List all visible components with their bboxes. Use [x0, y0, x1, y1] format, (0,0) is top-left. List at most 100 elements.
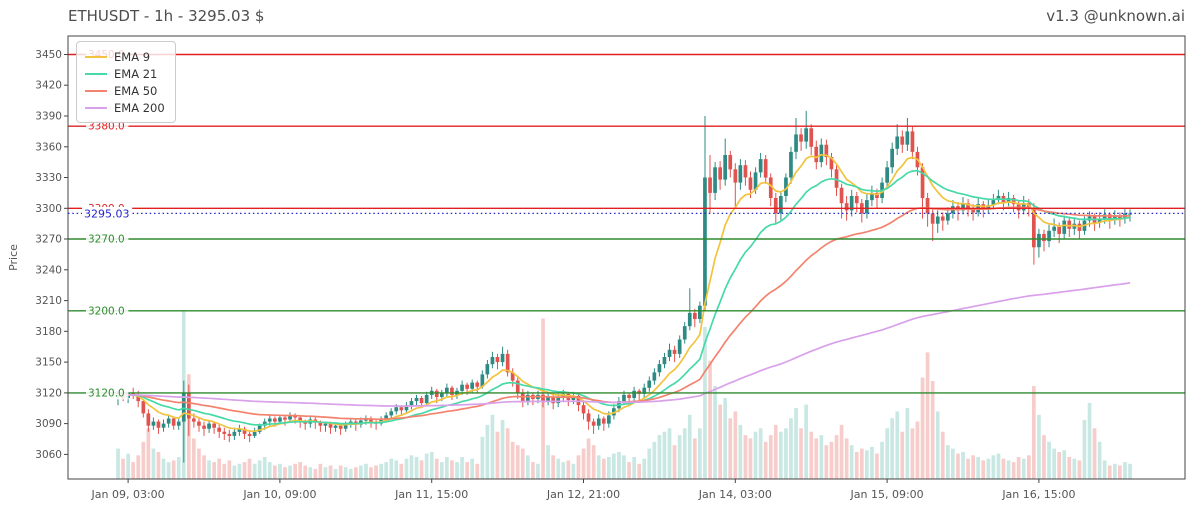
volume-bar — [1052, 448, 1056, 479]
volume-bar — [202, 455, 206, 479]
candle-body — [232, 431, 237, 436]
volume-bar — [773, 424, 778, 479]
volume-bar — [379, 463, 383, 479]
volume-bar — [470, 458, 474, 479]
volume-bar — [672, 445, 677, 479]
volume-bar — [267, 462, 272, 479]
candle-body — [470, 382, 474, 389]
volume-bar — [708, 360, 712, 479]
candle-body — [677, 339, 682, 354]
volume-bar — [612, 453, 616, 479]
volume-bar — [1077, 460, 1082, 479]
candle-body — [526, 394, 530, 402]
candle-body — [758, 159, 763, 173]
candle-body — [768, 177, 773, 198]
support-label-bg — [86, 232, 129, 246]
candle-body — [187, 392, 191, 419]
candle-body — [996, 196, 1001, 201]
candle-body — [273, 418, 277, 422]
candle-body — [672, 349, 677, 354]
candle-body — [227, 433, 232, 436]
candle-body — [561, 393, 566, 398]
candle-body — [723, 155, 727, 180]
candle-body — [986, 205, 991, 210]
legend-label: EMA 9 — [114, 49, 151, 64]
volume-bar — [607, 457, 611, 479]
candle-body — [667, 349, 672, 357]
volume-bar — [1107, 465, 1112, 479]
y-tick-label: 3180 — [35, 326, 62, 338]
volume-bar — [581, 448, 586, 479]
candle-body — [495, 357, 500, 363]
volume-bar — [485, 424, 490, 479]
candle-body — [298, 417, 302, 422]
volume-bar — [1021, 458, 1026, 479]
x-tick-label: Jan 11, 15:00 — [394, 488, 468, 501]
volume-bar — [819, 435, 824, 479]
volume-bar — [429, 452, 434, 479]
volume-bar — [242, 462, 247, 479]
candle-body — [966, 203, 970, 209]
volume-bar — [713, 386, 717, 480]
volume-bar — [571, 463, 576, 479]
candle-body — [323, 423, 328, 426]
volume-bar — [460, 457, 464, 479]
candle-body — [515, 380, 520, 393]
volume-bar — [986, 458, 991, 479]
candle-body — [460, 384, 464, 391]
candle-body — [1097, 218, 1102, 223]
volume-bar — [247, 458, 252, 479]
candle-body — [865, 200, 869, 214]
candle-body — [900, 136, 905, 145]
volume-bar — [313, 468, 318, 479]
volume-bar — [1011, 462, 1016, 479]
candle-body — [445, 387, 449, 393]
volume-bar — [384, 462, 388, 479]
candle-body — [642, 387, 647, 394]
volume-bar — [399, 463, 404, 479]
candle-body — [596, 418, 601, 426]
candle-body — [824, 144, 829, 157]
candle-body — [804, 128, 808, 142]
y-tick-label: 3270 — [35, 234, 62, 246]
candle-body — [834, 169, 839, 188]
y-tick-label: 3210 — [35, 295, 62, 307]
volume-bar — [875, 453, 879, 479]
volume-bar — [566, 460, 571, 479]
x-tick-label: Jan 12, 21:00 — [546, 488, 620, 501]
candle-body — [237, 428, 242, 432]
volume-bar — [1082, 419, 1087, 479]
volume-bar — [814, 438, 819, 479]
resistance-line-label: 3380.0 — [88, 121, 125, 133]
candle-body — [925, 198, 930, 214]
volume-bar — [647, 448, 652, 479]
candle-body — [1032, 208, 1036, 248]
volume-bar — [161, 458, 166, 479]
candle-body — [262, 421, 267, 426]
legend-label: EMA 21 — [114, 66, 158, 81]
volume-bar — [890, 418, 894, 479]
volume-bar — [1118, 465, 1122, 479]
volume-bar — [257, 460, 262, 479]
volume-bar — [763, 441, 768, 479]
volume-bar — [991, 455, 996, 479]
candle-body — [131, 392, 135, 395]
volume-bar — [1032, 386, 1036, 480]
candle-body — [612, 408, 616, 416]
volume-bar — [966, 458, 970, 479]
candle-body — [682, 326, 687, 340]
volume-bar — [526, 455, 530, 479]
legend-swatch-ema-21 — [85, 72, 107, 75]
candle-body — [591, 421, 596, 426]
candle-body — [333, 425, 338, 428]
volume-bar — [192, 438, 196, 479]
volume-bar — [662, 431, 667, 479]
candle-body — [910, 131, 915, 152]
volume-bar — [515, 445, 520, 479]
volume-bar — [338, 465, 343, 479]
candle-body — [434, 390, 439, 397]
volume-bar — [293, 463, 297, 479]
candle-body — [490, 357, 495, 365]
volume-bar — [1128, 463, 1132, 479]
volume-bar — [854, 452, 859, 479]
